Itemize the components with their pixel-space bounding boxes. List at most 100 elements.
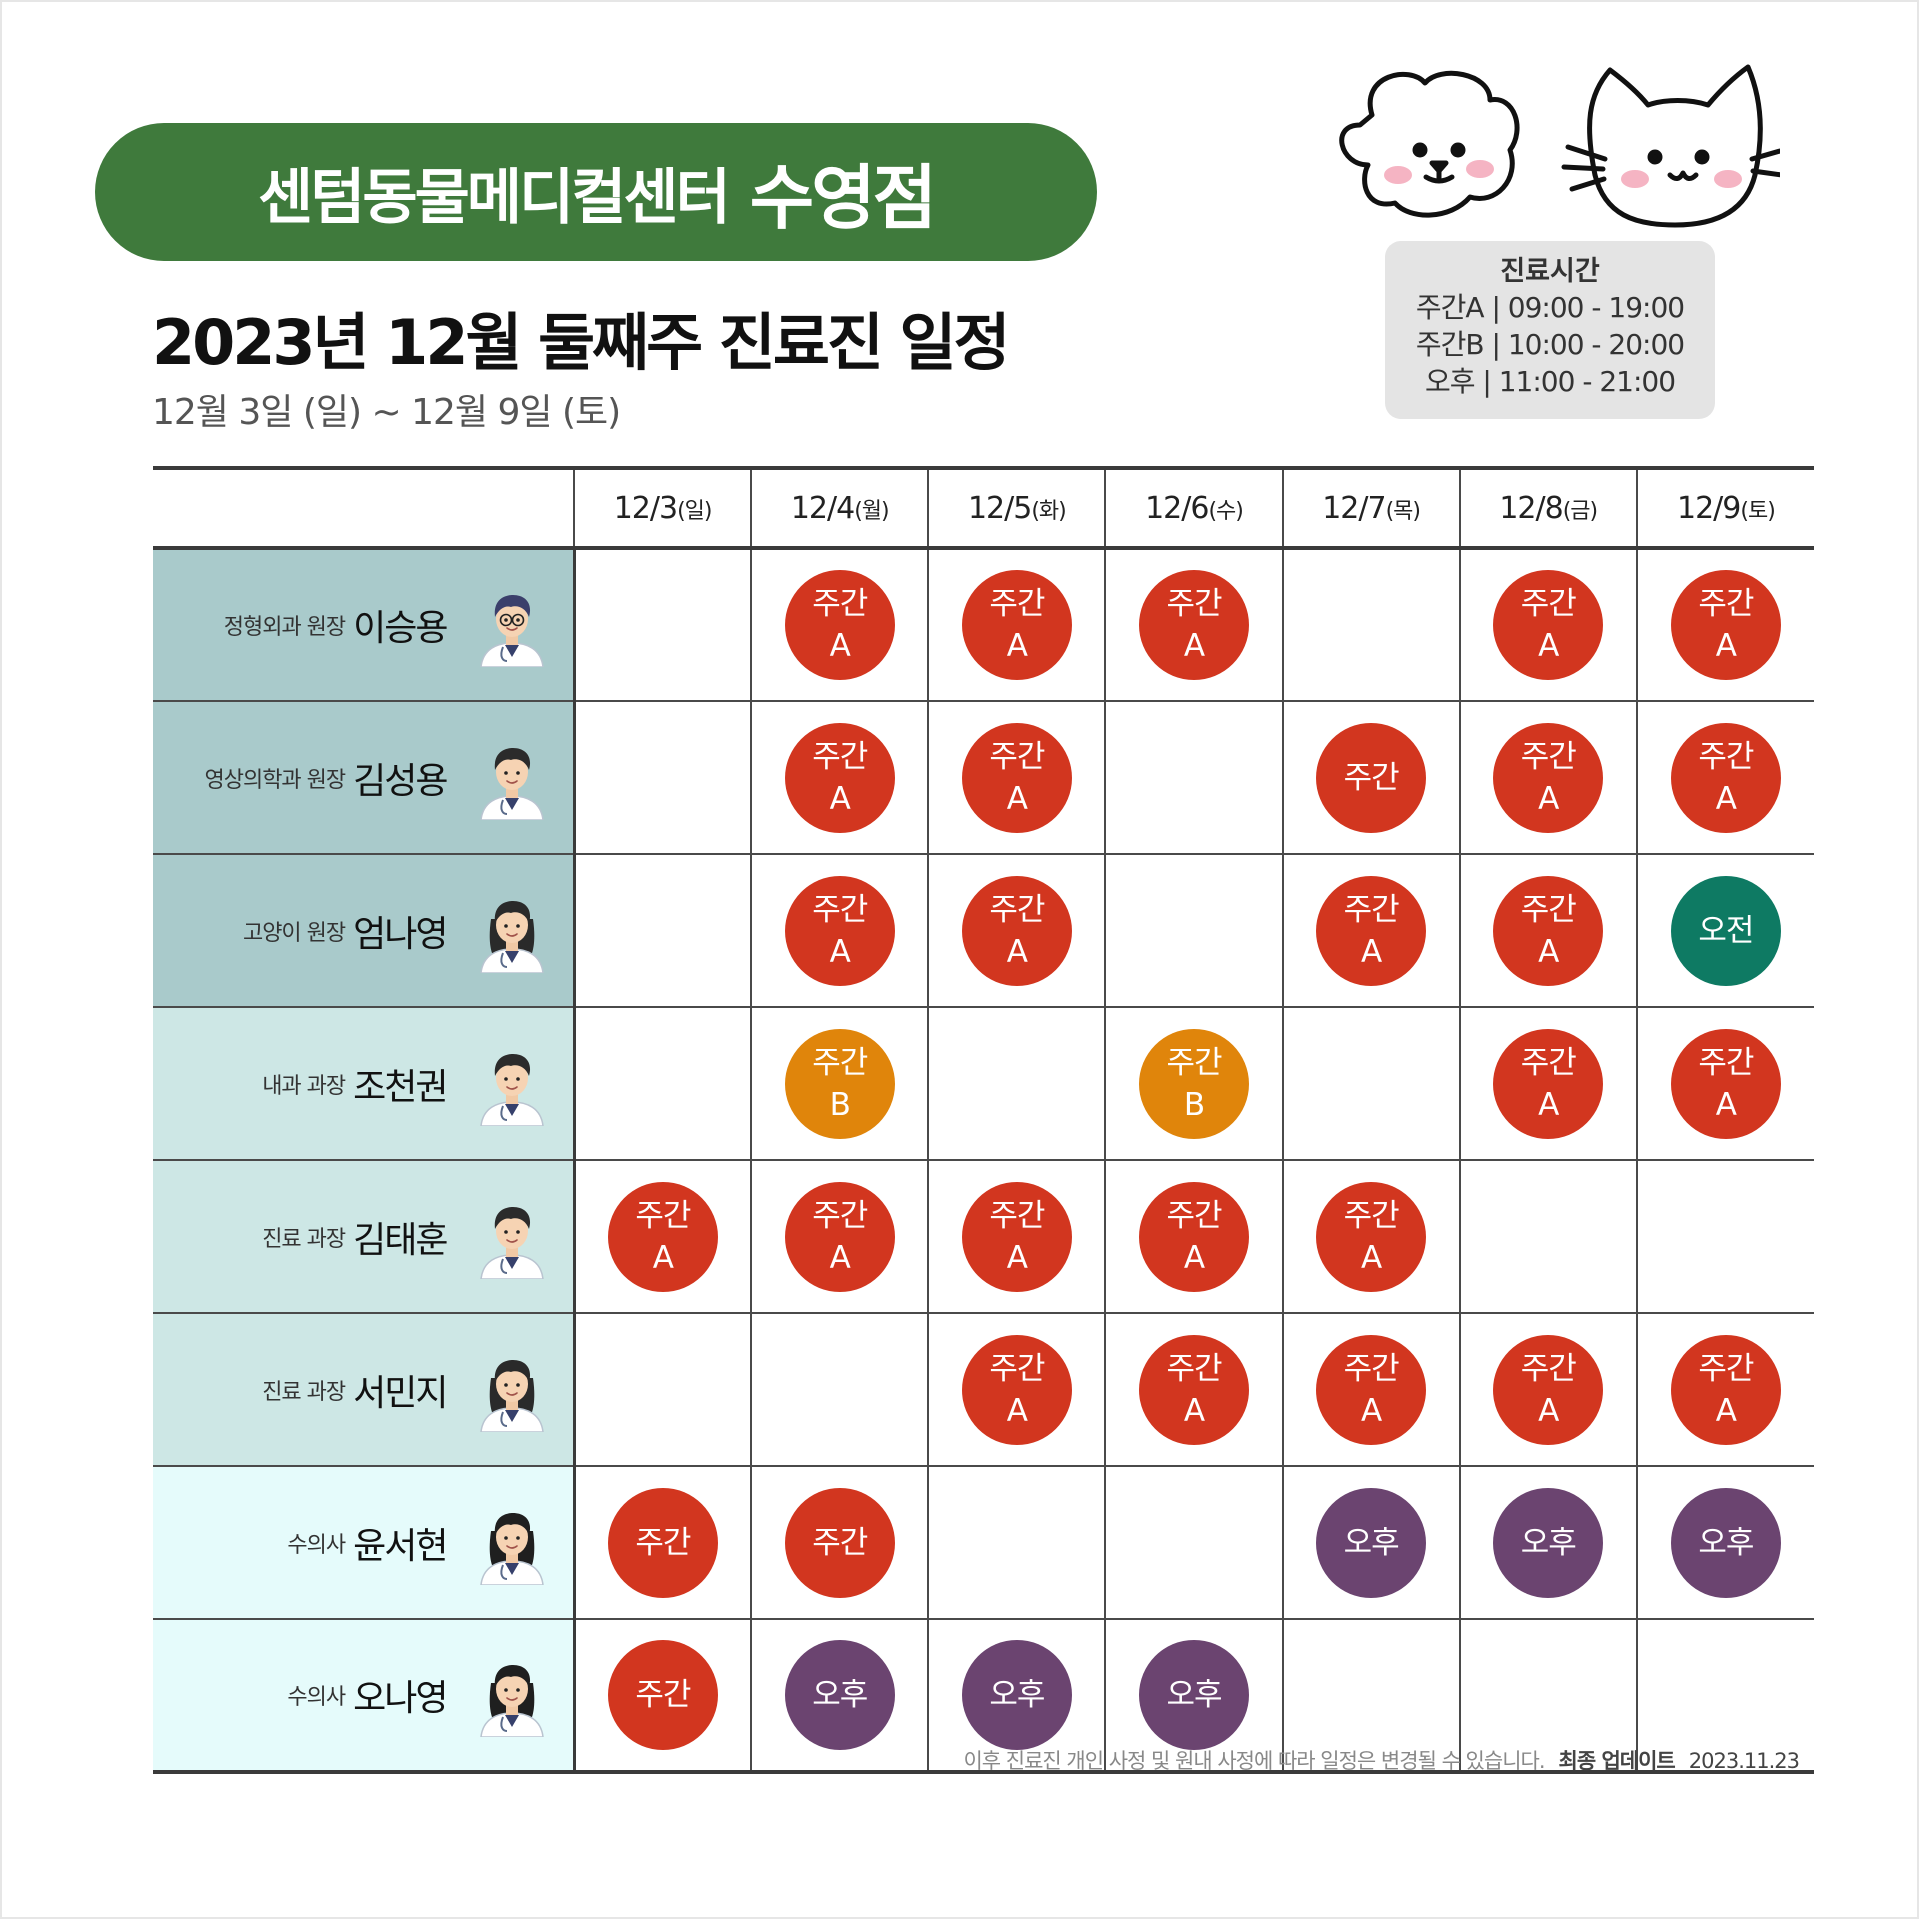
shift-code: A bbox=[1360, 1392, 1382, 1429]
shift-badge: 주간 A bbox=[1316, 875, 1427, 986]
shift-code: A bbox=[1006, 628, 1028, 664]
doctor-cell: 수의사 윤서현 bbox=[153, 1466, 576, 1620]
shift-cell bbox=[573, 701, 752, 855]
day-header: 12/4(월) bbox=[750, 468, 929, 550]
brand-name: 센텀동물메디컬센터 bbox=[257, 162, 731, 233]
shift-cell: 주간 A bbox=[927, 1313, 1106, 1467]
footer-note: 이후 진료진 개인 사정 및 원내 사정에 따라 일정은 변경될 수 있습니다.… bbox=[963, 1745, 1800, 1775]
shift-label: 주간 bbox=[1166, 1044, 1222, 1081]
shift-cell bbox=[1281, 1007, 1460, 1161]
doctor-info: 수의사 오나영 bbox=[153, 1620, 573, 1770]
shift-label: 주간 bbox=[812, 738, 868, 775]
shift-badge: 주간 A bbox=[1138, 1181, 1249, 1292]
shift-label: 주간 bbox=[1520, 1044, 1577, 1081]
shift-label: 주간 bbox=[812, 1524, 868, 1561]
doctor-role: 진료 과장 bbox=[262, 1379, 346, 1405]
shift-label: 주간 bbox=[1343, 759, 1400, 796]
doctor-info: 정형외과 원장 이승용 bbox=[153, 550, 573, 700]
shift-badge: 주간 A bbox=[961, 570, 1072, 680]
dog-cheek bbox=[1466, 160, 1494, 178]
header-corner bbox=[153, 468, 575, 550]
doctor-name: 김성용 bbox=[353, 760, 448, 802]
day-header: 12/8(금) bbox=[1458, 468, 1637, 550]
shift-code: A bbox=[829, 780, 851, 817]
shift-badge: 주간 A bbox=[1493, 1028, 1604, 1139]
doctor-info: 내과 과장 조천권 bbox=[153, 1008, 573, 1159]
shift-badge: 주간 A bbox=[1493, 722, 1604, 833]
doctor-role: 수의사 bbox=[287, 1532, 346, 1558]
shift-label: 주간 bbox=[989, 738, 1045, 775]
shift-cell: 오후 bbox=[1104, 1619, 1283, 1772]
shift-code: A bbox=[1538, 628, 1559, 664]
shift-cell bbox=[573, 1313, 752, 1467]
header-row: 12/3(일) 12/4(월) 12/5(화) 12/6(수) 12/7(목) … bbox=[153, 468, 1814, 550]
shift-cell: 주간 A bbox=[750, 854, 929, 1008]
shift-cell: 주간 A bbox=[1104, 548, 1283, 702]
shift-code: A bbox=[829, 628, 851, 664]
shift-code: A bbox=[1183, 1239, 1205, 1276]
shift-cell: 주간 A bbox=[1458, 1007, 1637, 1161]
page-title: 2023년 12월 둘째주 진료진 일정 bbox=[152, 306, 1011, 379]
doctor-row: 내과 과장 조천권 주간 B 주간 B 주간 A 주간 A bbox=[153, 1007, 1814, 1161]
doctor-glasses-avatar-icon bbox=[479, 595, 544, 667]
shift-cell: 오전 bbox=[1635, 854, 1814, 1008]
shift-cell: 주간 A bbox=[1281, 1313, 1460, 1467]
shift-badge: 오후 bbox=[1670, 1487, 1781, 1598]
shift-cell bbox=[927, 1466, 1106, 1620]
shift-code: A bbox=[1715, 1392, 1737, 1429]
doctor-row: 영상의학과 원장 김성용 주간 A 주간 A 주간 주간 A 주간 A bbox=[153, 701, 1814, 855]
shift-cell: 주간 bbox=[750, 1466, 929, 1620]
shift-code: B bbox=[829, 1086, 851, 1123]
shift-label: 주간 bbox=[1166, 586, 1222, 622]
shift-cell bbox=[1458, 1160, 1637, 1314]
shift-code: A bbox=[1715, 1086, 1737, 1123]
shift-label: 주간 bbox=[1698, 586, 1754, 622]
shift-cell: 오후 bbox=[1635, 1466, 1814, 1620]
change-notice: 이후 진료진 개인 사정 및 원내 사정에 따라 일정은 변경될 수 있습니다. bbox=[963, 1749, 1545, 1773]
doctor-cell: 영상의학과 원장 김성용 bbox=[153, 701, 576, 855]
day-header: 12/7(목) bbox=[1281, 468, 1460, 550]
shift-badge: 오후 bbox=[1138, 1640, 1249, 1750]
doctor-role: 수의사 bbox=[287, 1685, 346, 1710]
doctor-female-avatar-icon bbox=[479, 900, 544, 973]
shift-badge: 주간 A bbox=[961, 1334, 1072, 1445]
shift-badge: 주간 A bbox=[961, 1181, 1072, 1292]
shift-cell bbox=[1281, 548, 1460, 702]
shift-cell: 주간 A bbox=[750, 548, 929, 702]
doctor-male-avatar-icon bbox=[479, 747, 544, 820]
shift-code: A bbox=[1538, 933, 1559, 970]
doctor-role: 영상의학과 원장 bbox=[204, 767, 346, 793]
shift-cell: 주간 A bbox=[1635, 701, 1814, 855]
doctor-row: 고양이 원장 엄나영 주간 A 주간 A 주간 A 주간 A 오전 bbox=[153, 854, 1814, 1008]
doctor-row: 진료 과장 서민지 주간 A 주간 A 주간 A 주간 A 주간 A bbox=[153, 1313, 1814, 1467]
doctor-row: 수의사 오나영 주간 오후 오후 오후 bbox=[153, 1619, 1814, 1772]
shift-label: 오후 bbox=[1520, 1524, 1577, 1561]
shift-label: 주간 bbox=[1166, 1350, 1222, 1387]
pet-illustration bbox=[1339, 64, 1780, 228]
doctor-role: 정형외과 원장 bbox=[223, 615, 346, 640]
shift-label: 주간 bbox=[989, 1350, 1045, 1387]
shift-cell bbox=[927, 1007, 1106, 1161]
shift-badge: 오후 bbox=[1316, 1487, 1427, 1598]
shift-badge: 오후 bbox=[961, 1640, 1072, 1750]
day-of-week: (일) bbox=[677, 498, 712, 524]
shift-badge: 오후 bbox=[784, 1640, 895, 1750]
shift-cell: 주간 A bbox=[927, 1160, 1106, 1314]
day-date: 12/7 bbox=[1322, 490, 1386, 526]
doctor-cell: 내과 과장 조천권 bbox=[153, 1007, 576, 1161]
doctor-info: 고양이 원장 엄나영 bbox=[153, 855, 573, 1006]
doctor-name: 조천권 bbox=[353, 1066, 448, 1108]
shift-badge: 주간 A bbox=[961, 875, 1072, 986]
doctor-name: 오나영 bbox=[353, 1678, 448, 1719]
day-header: 12/3(일) bbox=[573, 468, 752, 550]
shift-label: 오후 bbox=[1698, 1524, 1754, 1561]
cat-cheek bbox=[1714, 170, 1742, 188]
doctor-cell: 진료 과장 서민지 bbox=[153, 1313, 576, 1467]
doctor-cell: 진료 과장 김태훈 bbox=[153, 1160, 576, 1314]
doctor-role: 내과 과장 bbox=[262, 1073, 346, 1099]
shift-cell: 주간 A bbox=[573, 1160, 752, 1314]
shift-code: A bbox=[1360, 933, 1382, 970]
shift-cell bbox=[1281, 1619, 1460, 1772]
shift-cell: 주간 A bbox=[1458, 854, 1637, 1008]
shift-cell: 주간 B bbox=[1104, 1007, 1283, 1161]
